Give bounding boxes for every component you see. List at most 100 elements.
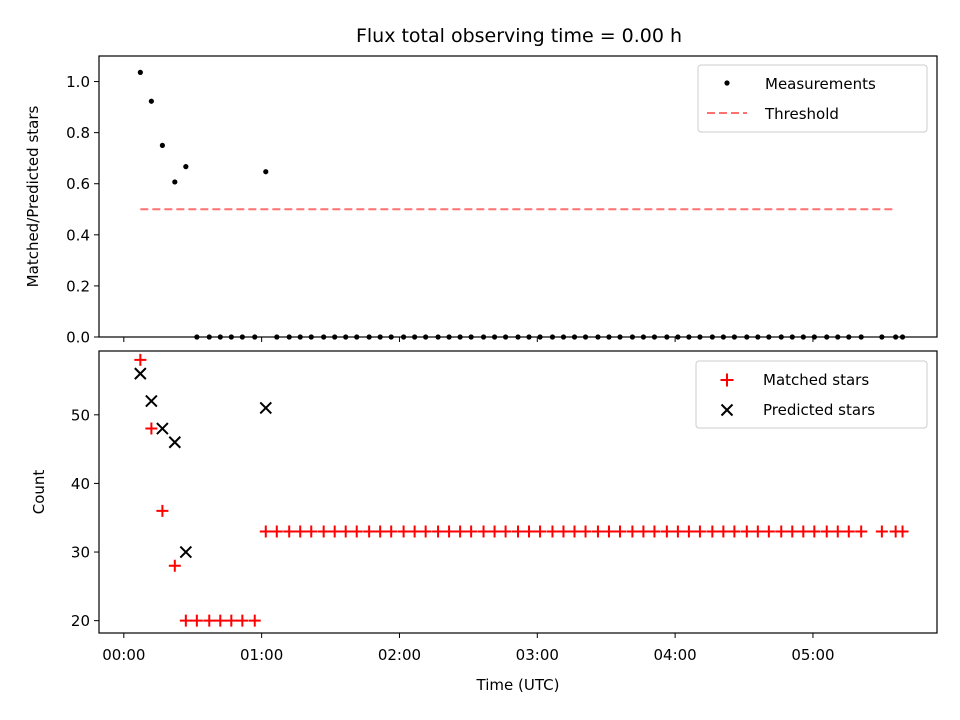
matched-stars-point-28	[454, 525, 467, 538]
predicted-stars-point-1	[145, 394, 158, 408]
matched-stars-point-2	[156, 504, 169, 517]
matched-stars-point-14	[294, 525, 307, 538]
matched-stars-point-51	[717, 525, 730, 538]
matched-stars-point-41	[602, 525, 615, 538]
bottom-legend: Matched stars Predicted stars	[695, 360, 928, 429]
bottom-y-axis-label: Count	[30, 470, 48, 515]
matched-stars-point-12	[270, 525, 283, 538]
legend-label-threshold: Threshold	[764, 105, 839, 123]
matched-stars-point-27	[443, 525, 456, 538]
matched-stars-point-30	[477, 525, 490, 538]
matched-stars-point-23	[397, 525, 410, 538]
matched-stars-point-64	[875, 525, 888, 538]
predicted-stars-point-5	[259, 401, 272, 415]
top-y-axis-ticks: 0.0 0.2 0.4 0.6 0.8 1.0	[66, 73, 99, 347]
matched-stars-point-8	[225, 614, 238, 627]
y-tick-label: 0.2	[66, 277, 90, 295]
matched-stars-point-20	[363, 525, 376, 538]
matched-stars-point-9	[236, 614, 249, 627]
matched-stars-point-40	[591, 525, 604, 538]
matched-stars-point-35	[534, 525, 547, 538]
y-tick-label: 40	[71, 475, 90, 493]
matched-stars-point-66	[896, 525, 909, 538]
x-tick-label: 03:00	[516, 646, 559, 664]
matched-stars-point-53	[740, 525, 753, 538]
top-legend-box	[697, 64, 928, 133]
bottom-series-layer	[134, 353, 909, 627]
legend-label-matched-stars: Matched stars	[763, 371, 869, 389]
y-tick-label: 20	[71, 612, 90, 630]
y-tick-label: 0.4	[66, 226, 90, 244]
matched-stars-point-36	[546, 525, 559, 538]
bottom-x-axis-label: Time (UTC)	[476, 676, 560, 694]
y-tick-label: 0.0	[66, 329, 90, 347]
bottom-legend-box	[695, 360, 928, 429]
matched-stars-point-10	[248, 614, 261, 627]
measurements-point-2	[159, 142, 166, 149]
matched-stars-point-26	[432, 525, 445, 538]
measurements-point-0	[137, 69, 143, 75]
matched-stars-point-1	[145, 422, 158, 435]
top-y-axis-label: Matched/Predicted stars	[24, 106, 42, 288]
matched-stars-point-22	[385, 525, 398, 538]
matched-stars-point-49	[693, 525, 706, 538]
matched-stars-point-60	[820, 525, 833, 538]
measurements-point-3	[172, 179, 178, 185]
matched-stars-point-3	[168, 559, 181, 572]
matched-stars-point-39	[579, 525, 592, 538]
top-x-axis-ticks	[123, 337, 814, 342]
measurements-point-11	[263, 169, 269, 175]
predicted-stars-point-0	[134, 367, 147, 380]
legend-marker-predicted-stars	[720, 403, 734, 417]
matched-stars-point-63	[855, 525, 868, 538]
matched-stars-point-6	[203, 614, 216, 627]
measurements-point-1	[148, 98, 154, 104]
matched-stars-point-58	[797, 525, 810, 538]
top-legend: Measurements Threshold	[697, 64, 928, 133]
matched-stars-point-46	[660, 525, 673, 538]
matched-stars-point-47	[671, 525, 684, 538]
matched-stars-point-5	[190, 614, 203, 627]
matched-stars-point-48	[682, 525, 695, 538]
matched-stars-point-11	[259, 525, 272, 538]
matched-stars-point-13	[283, 525, 296, 538]
bottom-y-axis-ticks: 20 30 40 50	[71, 406, 99, 630]
bottom-plot-frame	[98, 350, 938, 634]
top-plot-frame	[98, 55, 938, 338]
matched-stars-point-37	[557, 525, 570, 538]
legend-label-measurements: Measurements	[765, 75, 876, 93]
matched-stars-point-44	[637, 525, 650, 538]
y-tick-label: 0.8	[66, 124, 90, 142]
matched-stars-point-42	[613, 525, 626, 538]
matched-stars-point-56	[775, 525, 788, 538]
x-tick-label: 05:00	[791, 646, 834, 664]
matched-stars-point-34	[523, 525, 536, 538]
matched-stars-point-59	[808, 525, 821, 538]
matched-stars-point-57	[786, 525, 799, 538]
matched-stars-point-45	[648, 525, 661, 538]
matched-stars-point-43	[626, 525, 639, 538]
matched-stars-point-62	[842, 525, 855, 538]
matched-stars-point-17	[328, 525, 341, 538]
matched-stars-point-4	[179, 614, 192, 627]
predicted-stars-point-4	[179, 545, 193, 559]
matched-stars-point-55	[762, 525, 775, 538]
bottom-x-axis-ticks: 00:00 01:00 02:00 03:00 04:00 05:00	[102, 633, 835, 664]
matched-stars-point-25	[419, 525, 432, 538]
y-tick-label: 50	[71, 406, 90, 424]
x-tick-label: 02:00	[378, 646, 421, 664]
legend-label-predicted-stars: Predicted stars	[763, 401, 875, 419]
y-tick-label: 0.6	[66, 175, 90, 193]
matched-stars-point-50	[706, 525, 719, 538]
predicted-stars-point-2	[156, 422, 169, 435]
matched-stars-point-52	[728, 525, 741, 538]
matched-stars-point-7	[214, 614, 227, 627]
chart-title: Flux total observing time = 0.00 h	[356, 25, 682, 47]
matched-stars-point-61	[831, 525, 844, 538]
legend-marker-matched-stars	[720, 373, 734, 387]
matched-stars-point-38	[568, 525, 581, 538]
y-tick-label: 30	[71, 544, 90, 562]
matched-stars-point-21	[374, 525, 387, 538]
x-tick-label: 04:00	[654, 646, 697, 664]
